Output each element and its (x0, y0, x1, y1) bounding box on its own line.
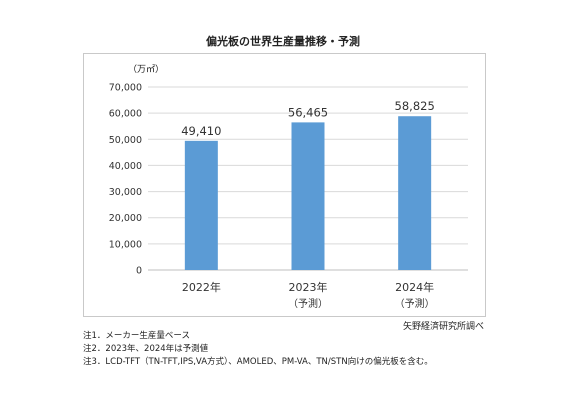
chart-frame (83, 53, 486, 317)
y-tick-label: 0 (136, 266, 142, 277)
x-tick-label: 2024年 (395, 280, 434, 294)
x-tick-sublabel: （予測） (395, 297, 435, 310)
data-label: 58,825 (395, 99, 435, 113)
bar (184, 140, 218, 270)
x-tick-label: 2022年 (182, 280, 221, 294)
chart-notes: 注1．メーカー生産量ベース 注2．2023年、2024年は予測値 注3．LCD-… (83, 330, 433, 369)
y-tick-label: 20,000 (109, 213, 142, 224)
y-tick-label: 60,000 (109, 109, 142, 120)
bar (398, 116, 432, 270)
data-label: 56,465 (288, 105, 328, 119)
bar (291, 122, 325, 270)
y-tick-label: 30,000 (109, 187, 142, 198)
y-axis-unit-label: （万㎡） (128, 65, 165, 75)
x-tick-label: 2023年 (289, 280, 328, 294)
x-tick-sublabel: （予測） (288, 297, 328, 310)
note-1: 注1．メーカー生産量ベース (83, 331, 190, 341)
source-label: 矢野経済研究所調べ (402, 322, 484, 332)
data-label: 49,410 (181, 124, 221, 138)
chart-title: 偏光板の世界生産量推移・予測 (206, 35, 360, 48)
y-tick-label: 70,000 (109, 83, 142, 94)
y-tick-label: 10,000 (109, 239, 142, 250)
note-3: 注3．LCD-TFT（TN-TFT,IPS,VA方式）、AMOLED、PM-VA… (83, 357, 433, 367)
y-tick-label: 40,000 (109, 161, 142, 172)
y-tick-label: 50,000 (109, 135, 142, 146)
note-2: 注2．2023年、2024年は予測値 (83, 344, 209, 354)
